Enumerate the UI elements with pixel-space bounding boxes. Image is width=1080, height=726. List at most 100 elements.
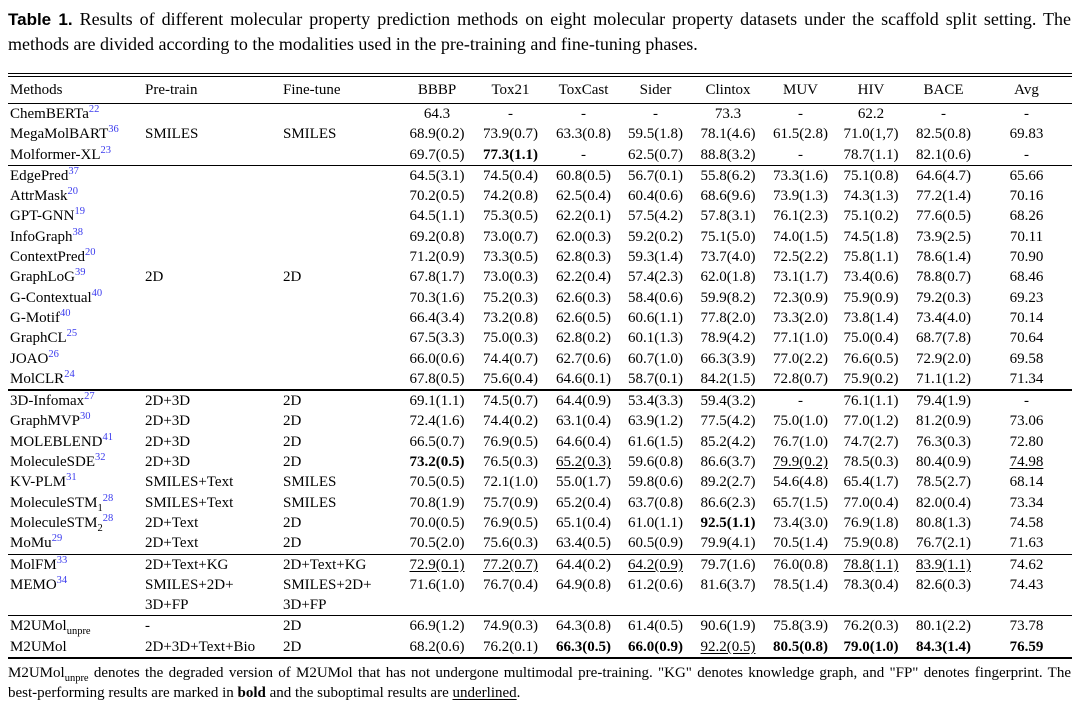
citation-ref[interactable]: 23	[100, 144, 112, 156]
score-cell: 66.4(3.4)	[409, 309, 465, 326]
citation-ref[interactable]: 32	[94, 452, 106, 464]
score-cell: 74.98	[1009, 454, 1044, 471]
method-label: KV-PLM	[10, 474, 67, 491]
score-cell: 59.2(0.2)	[628, 228, 683, 245]
score-cell: 59.6(0.8)	[628, 454, 683, 471]
score-cell: 79.9(0.2)	[773, 454, 828, 471]
method-name: AttrMask20	[8, 186, 145, 206]
score-cell: 66.0(0.9)	[628, 638, 683, 655]
citation-ref[interactable]: 40	[60, 307, 71, 319]
method-name: EdgePred37	[8, 165, 145, 186]
method-name: MolCLR24	[8, 369, 145, 390]
citation-ref[interactable]: 19	[74, 206, 85, 218]
citation-ref[interactable]: 28	[102, 512, 114, 524]
score-cell: 59.9(8.2)	[700, 289, 756, 306]
footnote-text: bold	[237, 684, 266, 701]
score-cell: 76.7(1.0)	[773, 433, 828, 450]
citation-ref[interactable]: 36	[108, 124, 119, 136]
score-cell: 65.2(0.3)	[556, 454, 611, 471]
score-cell: 64.3	[423, 106, 451, 122]
method-label: MoleculeSTM	[10, 514, 98, 531]
score-cell: 73.34	[1009, 494, 1044, 511]
method-label: GPT-GNN	[10, 208, 75, 225]
score-cell: 86.6(3.7)	[700, 454, 756, 471]
pretrain-cell: SMILES+Text	[145, 474, 234, 491]
score-cell: 55.8(6.2)	[700, 167, 756, 184]
column-header: Avg	[1014, 81, 1039, 98]
pretrain-cell: 2D+3D+Text+Bio	[145, 638, 256, 655]
method-label: G-Contextual	[10, 289, 92, 306]
score-cell: 81.6(3.7)	[700, 576, 756, 593]
score-cell: 75.2(0.3)	[483, 289, 538, 306]
score-cell: 65.2(0.4)	[556, 494, 611, 511]
score-cell: 62.2(0.1)	[556, 208, 611, 225]
table-row: MOLEBLEND41 2D+3D 2D 66.5(0.7) 76.9(0.5) 64.6…	[8, 432, 1072, 452]
score-cell: -	[653, 106, 658, 122]
method-label: 3D-Infomax	[10, 393, 85, 410]
score-cell: 62.7(0.6)	[556, 350, 611, 367]
score-cell: 76.7(2.1)	[916, 535, 971, 552]
score-cell: 77.0(1.2)	[843, 413, 899, 430]
method-label: MoleculeSDE	[10, 454, 95, 471]
citation-ref[interactable]: 20	[85, 247, 96, 259]
method-label: GraphCL	[10, 330, 67, 347]
score-cell: -	[798, 146, 803, 163]
table-group: ChemBERTa22 SMILES SMILES 64.3- - -73.3-62.2-…	[8, 104, 1072, 166]
method-label: MoleculeSTM	[10, 494, 98, 511]
citation-ref[interactable]: 27	[84, 391, 95, 403]
score-cell: 79.0(1.0)	[843, 638, 899, 655]
column-header: Pre-train	[145, 81, 198, 98]
score-cell: 66.0(0.6)	[409, 350, 465, 367]
score-cell: 73.3(1.6)	[773, 167, 828, 184]
score-cell: 74.2(0.8)	[483, 188, 538, 205]
score-cell: 65.1(0.4)	[556, 514, 611, 531]
score-cell: 75.9(0.8)	[843, 535, 899, 552]
citation-ref[interactable]: 20	[67, 186, 79, 198]
citation-ref[interactable]: 26	[48, 348, 59, 360]
method-label: JOAO	[10, 350, 49, 367]
method-name: KV-PLM31	[8, 472, 145, 492]
score-cell: 78.3(0.4)	[843, 576, 899, 593]
citation-ref[interactable]: 38	[72, 226, 83, 238]
citation-ref[interactable]: 39	[74, 267, 86, 279]
score-cell: 77.2(1.4)	[916, 188, 971, 205]
score-cell: 92.5(1.1)	[700, 514, 756, 531]
score-cell: 68.46	[1009, 269, 1044, 286]
score-cell: 64.6(0.1)	[556, 370, 611, 387]
citation-ref[interactable]: 40	[91, 287, 103, 299]
citation-ref[interactable]: 30	[80, 411, 91, 423]
citation-ref[interactable]: 41	[102, 431, 114, 443]
score-cell: 61.6(1.5)	[628, 433, 683, 450]
score-cell: 69.58	[1009, 350, 1044, 367]
citation-ref[interactable]: 29	[51, 533, 63, 545]
citation-ref[interactable]: 22	[88, 104, 100, 115]
citation-ref[interactable]: 24	[64, 368, 75, 380]
score-cell: 58.4(0.6)	[628, 289, 683, 306]
column-header: Fine-tune	[283, 81, 341, 98]
citation-ref[interactable]: 25	[66, 328, 78, 340]
score-cell: 78.5(0.3)	[843, 454, 899, 471]
score-cell: 71.1(1.2)	[916, 370, 971, 387]
citation-ref[interactable]: 34	[56, 574, 68, 586]
citation-ref[interactable]: 31	[66, 472, 77, 484]
pretrain-cell: 2D+3D	[145, 413, 191, 430]
column-header: Methods	[10, 81, 63, 98]
score-cell: 73.4(4.0)	[916, 309, 971, 326]
citation-ref[interactable]: 33	[56, 554, 68, 566]
score-cell: 79.2(0.3)	[916, 289, 971, 306]
table-row: ContextPred20 71.2(0.9) 73.3(0.5) 62.8(0.3)…	[8, 247, 1072, 267]
method-name: GraphLoG39	[8, 267, 145, 287]
score-cell: 62.5(0.4)	[556, 188, 611, 205]
citation-ref[interactable]: 28	[102, 492, 114, 504]
score-cell: 73.3	[714, 106, 742, 122]
score-cell: 70.5(0.5)	[409, 474, 465, 491]
score-cell: 72.9(0.1)	[409, 556, 465, 573]
citation-ref[interactable]: 37	[68, 165, 79, 177]
score-cell: 63.9(1.2)	[628, 413, 683, 430]
column-header: Sider	[639, 81, 672, 98]
score-cell: 66.3(3.9)	[700, 350, 756, 367]
score-cell: 68.6(9.6)	[700, 188, 756, 205]
method-name: Molformer-XL23	[8, 145, 145, 166]
score-cell: 75.8(1.1)	[843, 249, 899, 266]
method-label: M2UMol	[10, 618, 67, 635]
